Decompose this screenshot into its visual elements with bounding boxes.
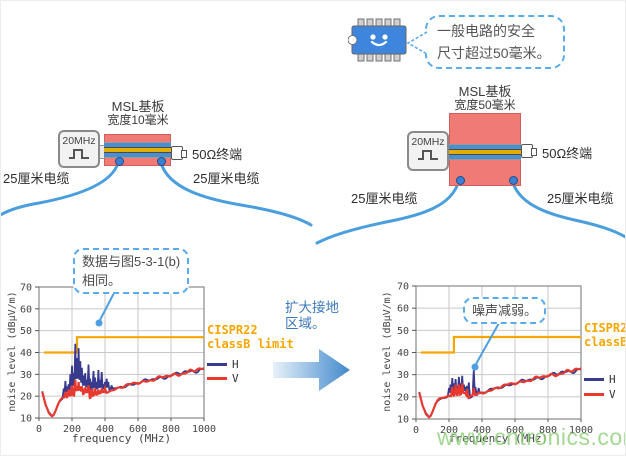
svg-text:10: 10	[397, 415, 409, 426]
legend-swatch-v	[207, 376, 227, 380]
cable-right-board-left	[315, 181, 460, 245]
right-terminator-label: 50Ω终端	[542, 146, 593, 161]
svg-text:400: 400	[473, 425, 491, 436]
left-chart-xlabel: frequency (MHz)	[71, 432, 172, 445]
svg-text:40: 40	[397, 348, 409, 359]
svg-text:600: 600	[506, 425, 524, 436]
svg-text:400: 400	[96, 424, 114, 435]
svg-text:70: 70	[20, 283, 32, 294]
svg-text:800: 800	[539, 425, 557, 436]
pulse-icon	[69, 149, 89, 159]
right-chart-ylabel: noise level (dBμV/m)	[382, 291, 393, 412]
svg-text:1000: 1000	[569, 425, 593, 436]
left-board-traces	[104, 142, 171, 158]
svg-text:30: 30	[397, 370, 409, 381]
svg-text:20: 20	[20, 392, 32, 403]
series-V-left	[41, 367, 205, 418]
left-board-title: MSL基板	[111, 99, 165, 114]
svg-text:800: 800	[162, 424, 180, 435]
cable-left-board-right	[159, 161, 313, 227]
transition-line1: 扩大接地	[285, 300, 339, 315]
pulse-icon	[418, 150, 438, 160]
transition-note: 扩大接地 区域。	[285, 300, 339, 332]
left-signal-generator: 20MHz	[58, 130, 100, 168]
callout-dot-left	[95, 319, 103, 327]
svg-text:10: 10	[20, 414, 32, 425]
svg-text:50: 50	[20, 326, 32, 337]
svg-text:60: 60	[20, 304, 32, 315]
right-generator-label: 20MHz	[411, 136, 445, 148]
series-V-right	[418, 367, 582, 419]
right-signal-generator: 20MHz	[407, 131, 449, 171]
svg-text:50: 50	[397, 326, 409, 337]
svg-text:200: 200	[63, 424, 81, 435]
chip-icon	[348, 18, 407, 62]
transition-arrow	[273, 349, 350, 391]
cables	[1, 161, 625, 245]
svg-text:60: 60	[397, 304, 409, 315]
right-board-traces	[449, 144, 521, 160]
left-terminator-pin	[181, 150, 187, 158]
callout-leaders	[95, 292, 500, 371]
chart-left: 10 20 30 40 50 60 70 0 200 400 600 800 1000	[20, 283, 216, 436]
left-chart-legend-V: V	[207, 372, 239, 385]
right-cable-label-right: 25厘米电缆	[547, 191, 614, 206]
svg-text:0: 0	[413, 425, 419, 436]
cable-left-board-left	[1, 161, 120, 217]
svg-text:30: 30	[20, 370, 32, 381]
right-cable-label-left: 25厘米电缆	[351, 191, 418, 206]
right-board-via-right	[509, 176, 518, 185]
right-board-title: MSL基板	[458, 84, 512, 99]
left-board-subtitle: 宽度10毫米	[107, 113, 169, 127]
legend-swatch-h	[584, 377, 604, 381]
limit-line-right	[420, 335, 581, 354]
speech-bubble-pointer	[406, 31, 428, 55]
left-board-via-left	[115, 157, 124, 166]
legend-swatch-v	[584, 392, 604, 396]
left-msl-board	[104, 134, 171, 166]
left-chart-limit-legend: CISPR22 classB limit	[207, 323, 294, 351]
svg-text:70: 70	[397, 282, 409, 293]
cable-right-board-right	[511, 181, 625, 239]
svg-text:200: 200	[440, 425, 458, 436]
callout-dot-right	[471, 363, 479, 371]
right-terminator-connector	[521, 144, 537, 158]
left-board-via-right	[157, 157, 166, 166]
legend-swatch-h	[207, 362, 227, 366]
chip-note-bubble: 一般电路的安全 尺寸超过50毫米。	[425, 15, 565, 69]
chip-note-line2: 尺寸超过50毫米。	[437, 45, 551, 61]
svg-text:20: 20	[397, 392, 409, 403]
left-terminator-label: 50Ω终端	[192, 147, 243, 162]
limit-line-left	[44, 336, 204, 354]
svg-text:40: 40	[20, 348, 32, 359]
right-chart-limit-legend: CISPR22 classB	[584, 321, 626, 349]
svg-text:0: 0	[36, 424, 42, 435]
right-chart-legend-V: V	[584, 388, 616, 401]
right-terminator-pin	[531, 148, 537, 156]
left-chart-callout: 数据与图5-3-1(b) 相同。	[73, 248, 190, 294]
chip-note-line1: 一般电路的安全	[437, 23, 535, 39]
svg-text:1000: 1000	[192, 424, 216, 435]
left-chart-ylabel: noise level (dBμV/m)	[7, 291, 18, 412]
right-chart-legend-H: H	[584, 373, 616, 386]
svg-text:600: 600	[129, 424, 147, 435]
left-terminator-connector	[171, 146, 187, 160]
left-cable-label-right: 25厘米电缆	[193, 171, 260, 186]
right-board-subtitle: 宽度50毫米	[454, 98, 516, 112]
left-cable-label-left: 25厘米电缆	[3, 171, 70, 186]
right-msl-board	[449, 113, 521, 186]
left-chart-legend-H: H	[207, 358, 239, 371]
left-generator-label: 20MHz	[62, 135, 96, 147]
right-chart-callout: 噪声减弱。	[463, 297, 547, 324]
transition-line2: 区域。	[285, 316, 326, 331]
right-board-via-left	[456, 176, 465, 185]
right-chart-xlabel: frequency (MHz)	[448, 432, 549, 445]
watermark: www.cntronics.com	[437, 424, 626, 450]
